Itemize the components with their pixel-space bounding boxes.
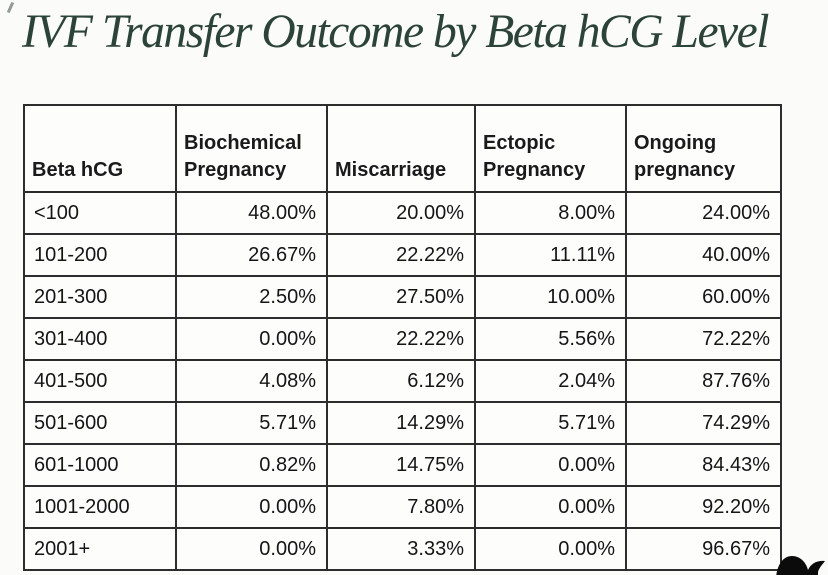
row-label: 201-300 <box>23 275 177 319</box>
table-row: 101-200 26.67% 22.22% 11.11% 40.00% <box>23 233 782 277</box>
cell-value: 92.20% <box>625 485 782 529</box>
table-row: 2001+ 0.00% 3.33% 0.00% 96.67% <box>23 527 782 571</box>
column-header-ectopic-pregnancy: Ectopic Pregnancy <box>474 104 627 193</box>
cell-value: 0.00% <box>175 485 328 529</box>
cell-value: 0.00% <box>474 443 627 487</box>
table-row: 401-500 4.08% 6.12% 2.04% 87.76% <box>23 359 782 403</box>
cell-value: 5.71% <box>175 401 328 445</box>
cell-value: 40.00% <box>625 233 782 277</box>
cell-value: 5.71% <box>474 401 627 445</box>
cell-value: 20.00% <box>326 191 476 235</box>
outcomes-table: Beta hCG Biochemical Pregnancy Miscarria… <box>23 104 782 571</box>
cell-value: 87.76% <box>625 359 782 403</box>
row-label: 1001-2000 <box>23 485 177 529</box>
cell-value: 3.33% <box>326 527 476 571</box>
cell-value: 96.67% <box>625 527 782 571</box>
cell-value: 22.22% <box>326 317 476 361</box>
row-label: 301-400 <box>23 317 177 361</box>
partial-logo-blob-icon <box>774 552 828 575</box>
cell-value: 5.56% <box>474 317 627 361</box>
table-row: <100 48.00% 20.00% 8.00% 24.00% <box>23 191 782 235</box>
cell-value: 2.04% <box>474 359 627 403</box>
cell-value: 24.00% <box>625 191 782 235</box>
table-row: 201-300 2.50% 27.50% 10.00% 60.00% <box>23 275 782 319</box>
column-header-ongoing-pregnancy: Ongoing pregnancy <box>625 104 782 193</box>
table-header-row: Beta hCG Biochemical Pregnancy Miscarria… <box>23 104 782 193</box>
cell-value: 14.75% <box>326 443 476 487</box>
cell-value: 27.50% <box>326 275 476 319</box>
table-row: 301-400 0.00% 22.22% 5.56% 72.22% <box>23 317 782 361</box>
table-row: 501-600 5.71% 14.29% 5.71% 74.29% <box>23 401 782 445</box>
cell-value: 72.22% <box>625 317 782 361</box>
column-header-beta-hcg: Beta hCG <box>23 104 177 193</box>
cell-value: 4.08% <box>175 359 328 403</box>
cell-value: 0.00% <box>175 317 328 361</box>
column-header-biochemical-pregnancy: Biochemical Pregnancy <box>175 104 328 193</box>
row-label: <100 <box>23 191 177 235</box>
cell-value: 60.00% <box>625 275 782 319</box>
cell-value: 22.22% <box>326 233 476 277</box>
row-label: 501-600 <box>23 401 177 445</box>
cell-value: 84.43% <box>625 443 782 487</box>
cell-value: 0.00% <box>474 527 627 571</box>
cell-value: 0.00% <box>474 485 627 529</box>
cell-value: 74.29% <box>625 401 782 445</box>
row-label: 601-1000 <box>23 443 177 487</box>
cell-value: 14.29% <box>326 401 476 445</box>
cell-value: 0.82% <box>175 443 328 487</box>
row-label: 2001+ <box>23 527 177 571</box>
row-label: 401-500 <box>23 359 177 403</box>
cell-value: 10.00% <box>474 275 627 319</box>
cell-value: 26.67% <box>175 233 328 277</box>
cell-value: 2.50% <box>175 275 328 319</box>
cell-value: 0.00% <box>175 527 328 571</box>
cell-value: 7.80% <box>326 485 476 529</box>
cell-value: 6.12% <box>326 359 476 403</box>
frame-artifact-mark <box>6 1 15 14</box>
cell-value: 11.11% <box>474 233 627 277</box>
table-row: 601-1000 0.82% 14.75% 0.00% 84.43% <box>23 443 782 487</box>
page-title: IVF Transfer Outcome by Beta hCG Level <box>22 5 769 58</box>
table-row: 1001-2000 0.00% 7.80% 0.00% 92.20% <box>23 485 782 529</box>
cell-value: 48.00% <box>175 191 328 235</box>
cell-value: 8.00% <box>474 191 627 235</box>
row-label: 101-200 <box>23 233 177 277</box>
column-header-miscarriage: Miscarriage <box>326 104 476 193</box>
